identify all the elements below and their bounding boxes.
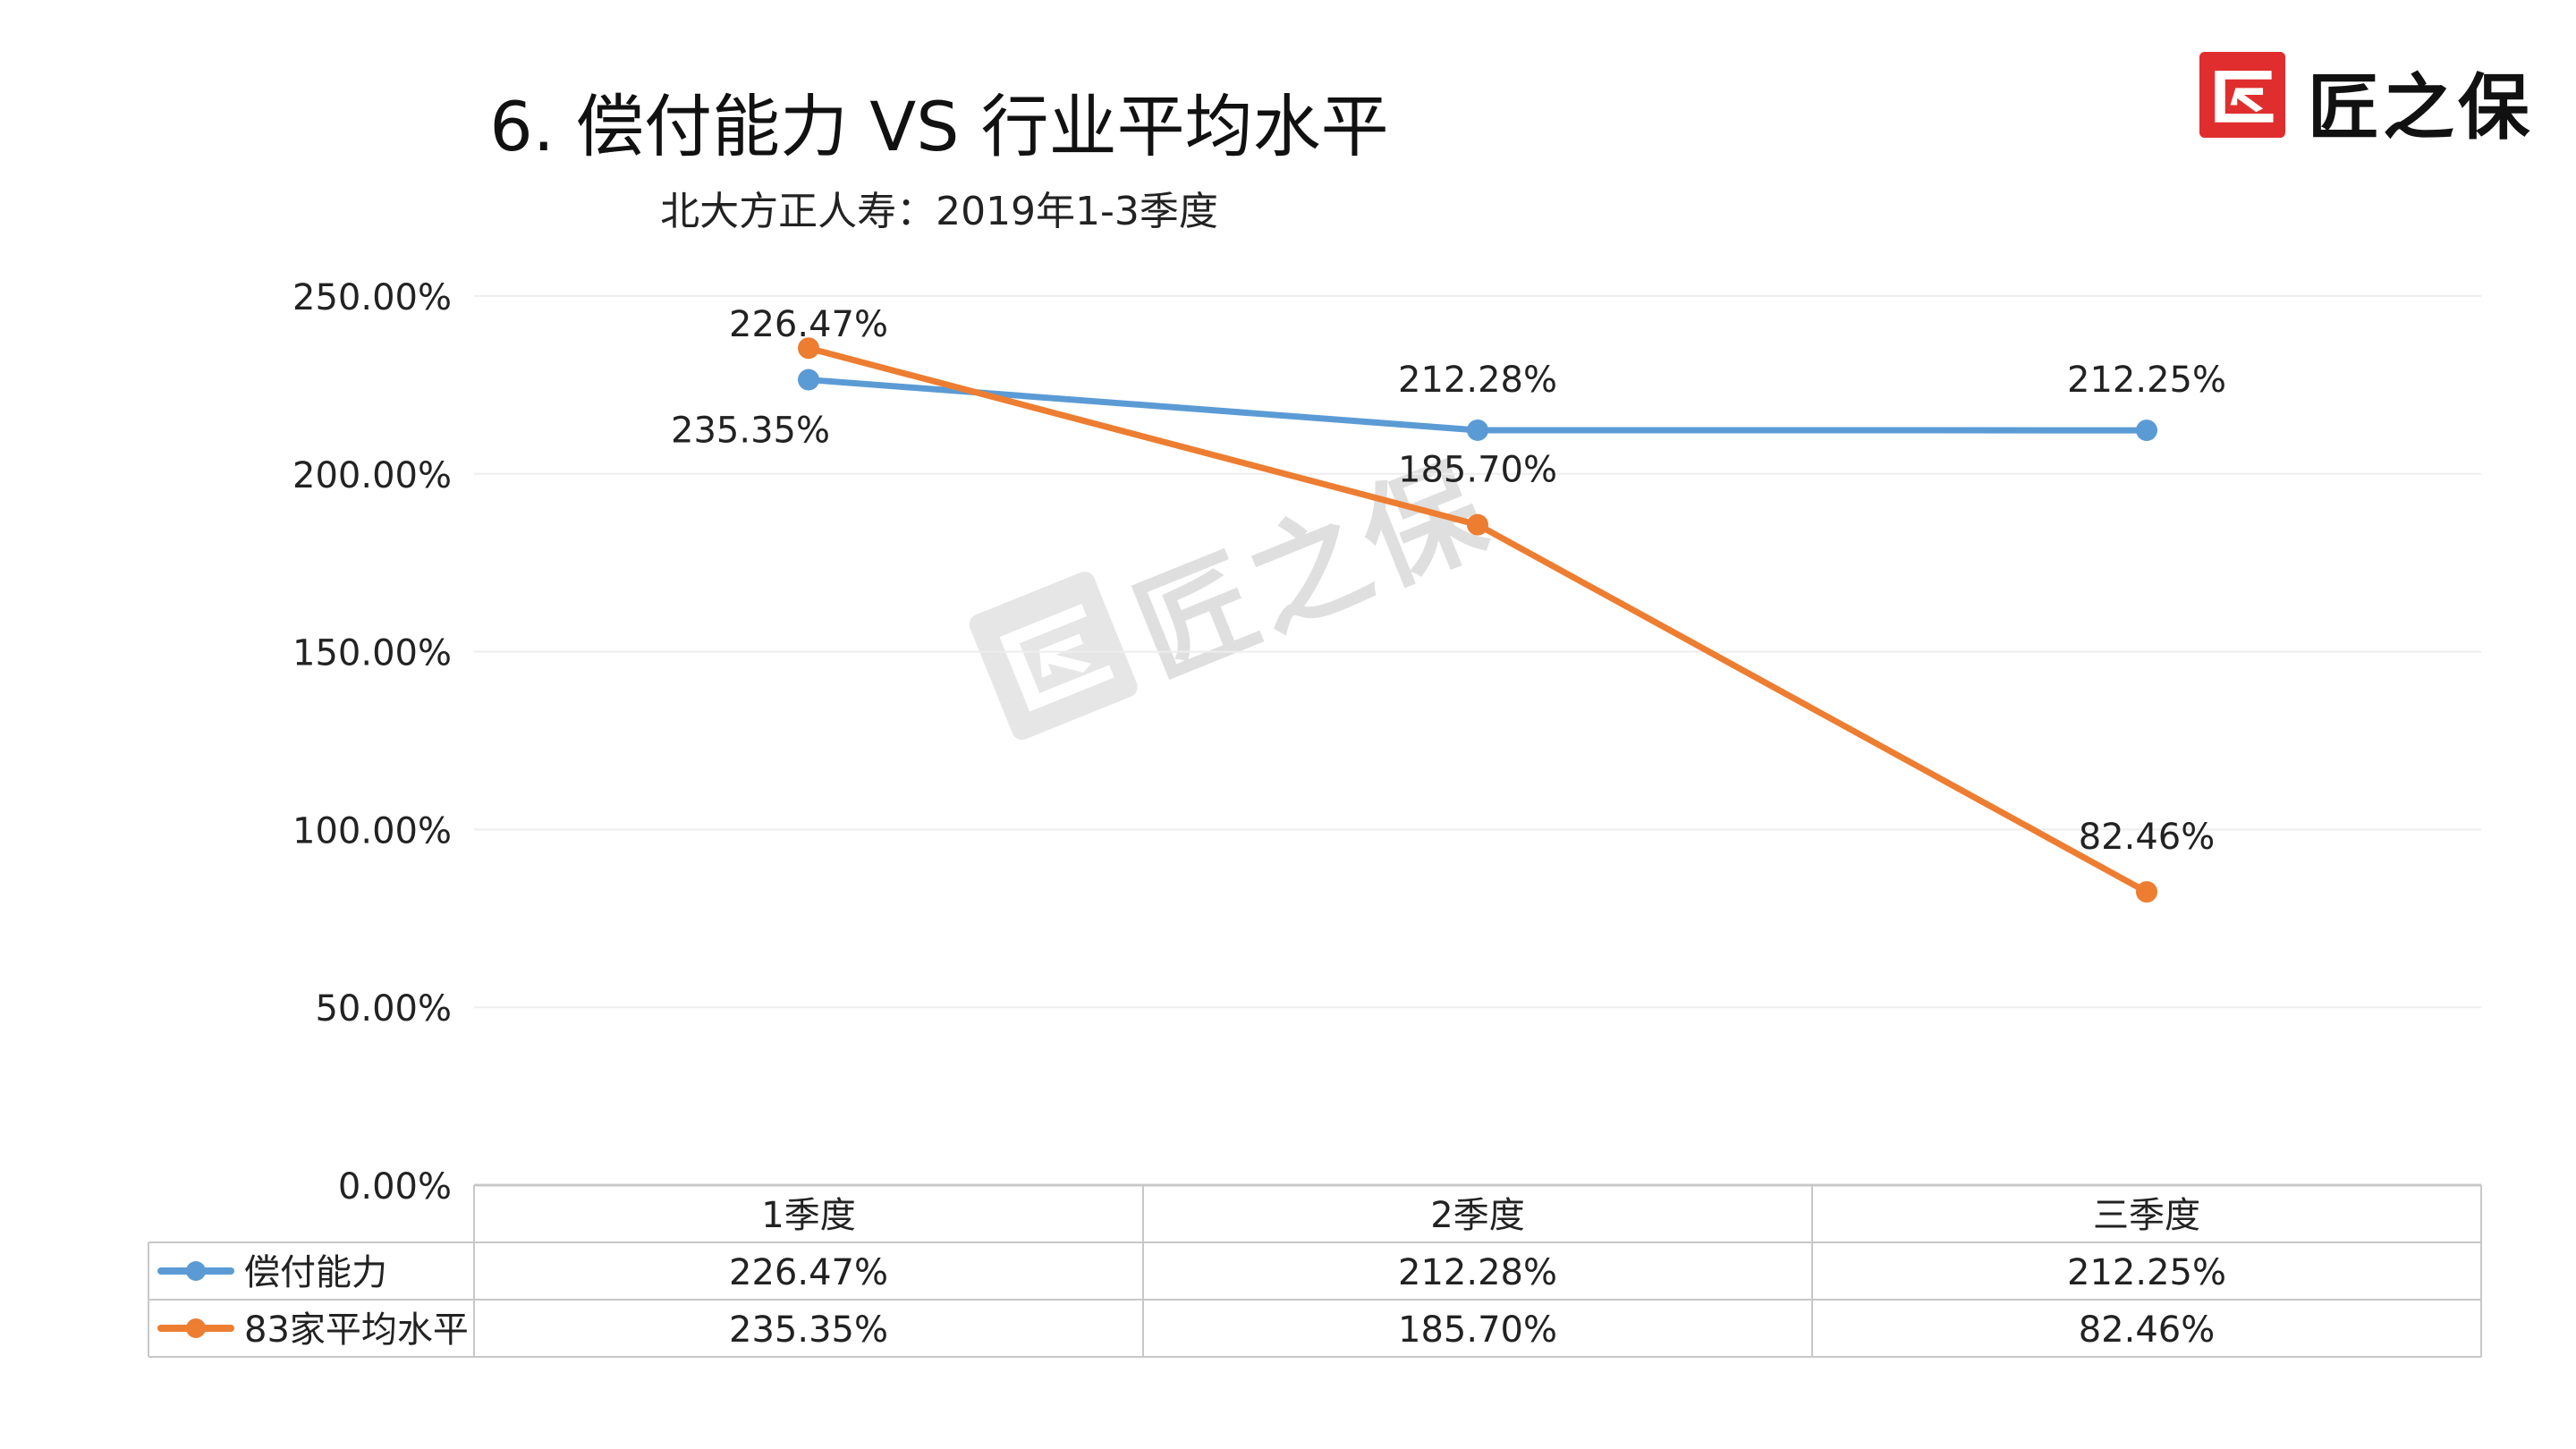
- legend-series-name: 偿付能力: [244, 1252, 387, 1293]
- y-tick-label: 200.00%: [292, 455, 452, 496]
- data-label: 185.70%: [1398, 450, 1557, 491]
- brand-logo: 匠之保: [2196, 45, 2554, 149]
- data-point: [1467, 419, 1488, 441]
- y-tick-label: 50.00%: [315, 988, 452, 1030]
- watermark: 匠之保: [953, 371, 1550, 751]
- table-value: 185.70%: [1398, 1309, 1557, 1351]
- table-value: 226.47%: [729, 1252, 888, 1293]
- data-point: [798, 337, 819, 360]
- table-value: 212.25%: [2067, 1252, 2226, 1293]
- category-label: 2季度: [1430, 1195, 1524, 1236]
- table-value: 212.28%: [1398, 1252, 1557, 1293]
- y-tick-label: 0.00%: [338, 1166, 452, 1208]
- legend-marker: [186, 1261, 206, 1281]
- data-label: 82.46%: [2079, 817, 2216, 858]
- brand-logo-text: 匠之保: [2308, 66, 2533, 149]
- y-tick-label: 100.00%: [292, 810, 452, 852]
- data-label: 212.28%: [1398, 360, 1557, 401]
- category-label: 1季度: [761, 1195, 855, 1236]
- data-point: [2136, 881, 2157, 903]
- chart-title: 6. 偿付能力 VS 行业平均水平: [489, 87, 1389, 166]
- brand-logo-icon: [2199, 52, 2285, 138]
- chart-subtitle: 北大方正人寿：2019年1-3季度: [660, 189, 1218, 234]
- data-point: [2136, 419, 2157, 442]
- data-point: [1467, 513, 1488, 536]
- legend-marker: [186, 1318, 206, 1338]
- y-tick-label: 150.00%: [292, 633, 452, 674]
- category-label: 三季度: [2093, 1195, 2200, 1236]
- legend-series-name: 83家平均水平: [244, 1309, 469, 1351]
- data-label: 212.25%: [2067, 360, 2226, 401]
- data-point: [798, 369, 819, 391]
- table-value: 235.35%: [729, 1309, 888, 1351]
- data-label: 226.47%: [729, 304, 888, 345]
- y-tick-label: 250.00%: [292, 277, 452, 318]
- data-label: 235.35%: [671, 411, 830, 452]
- table-value: 82.46%: [2079, 1309, 2216, 1351]
- watermark-logo-icon: [969, 572, 1138, 741]
